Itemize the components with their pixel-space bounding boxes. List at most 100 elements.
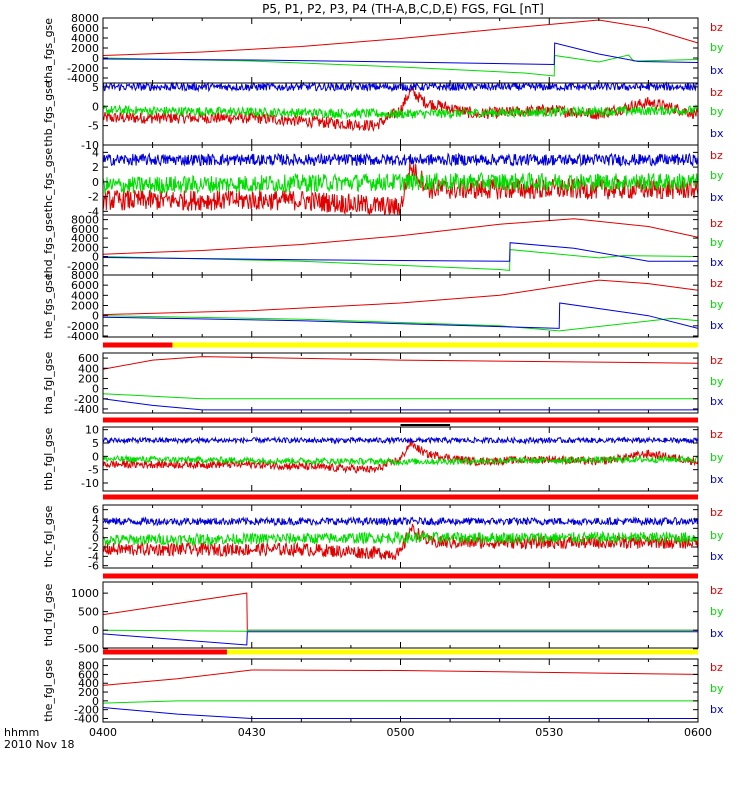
y-tick-label: 0 — [92, 100, 99, 113]
series-line-bx — [102, 42, 699, 66]
legend-bz: bz — [710, 661, 723, 674]
legend-bz: bz — [710, 217, 723, 230]
y-axis-label: thb_fgl_gse — [42, 427, 55, 490]
status-bar-red — [103, 494, 698, 500]
y-tick-label: 6000 — [71, 279, 99, 292]
x-axis-corner-label: hhmm — [4, 726, 39, 739]
y-tick-label: -2 — [88, 191, 99, 204]
panel-frame — [102, 658, 699, 723]
y-tick-label: 0 — [92, 52, 99, 65]
y-tick-label: 200 — [78, 686, 99, 699]
y-tick-label: 6000 — [71, 223, 99, 236]
y-tick-label: -200 — [74, 393, 99, 406]
y-tick-label: 4000 — [71, 289, 99, 302]
legend-by: by — [710, 41, 724, 54]
y-tick-label: 200 — [78, 372, 99, 385]
y-axis-label: the_fgl_gse — [42, 659, 55, 722]
status-bar-red — [103, 342, 173, 348]
y-tick-label: -4000 — [67, 330, 99, 343]
legend-bz: bz — [710, 86, 723, 99]
chart-title: P5, P1, P2, P3, P4 (TH-A,B,C,D,E) FGS, F… — [262, 2, 544, 16]
legend-bx: bx — [710, 395, 724, 408]
legend-bz: bz — [710, 354, 723, 367]
y-tick-label: 0 — [92, 695, 99, 708]
series-line-bz — [102, 279, 699, 316]
legend-bz: bz — [710, 149, 723, 162]
series-line-by — [102, 103, 699, 120]
y-tick-label: -2000 — [67, 62, 99, 75]
series-line-by — [102, 454, 699, 467]
y-tick-label: 600 — [78, 668, 99, 681]
series-line-by — [102, 393, 698, 400]
series-line-bz — [102, 356, 699, 370]
legend-bz: bz — [710, 584, 723, 597]
y-tick-label: -2 — [88, 541, 99, 554]
y-tick-label: 5 — [92, 81, 99, 94]
y-axis-label: tha_fgl_gse — [42, 352, 55, 415]
series-line-bz — [102, 439, 699, 474]
legend-bx: bx — [710, 127, 724, 140]
legend-bx: bx — [710, 473, 724, 486]
y-tick-label: 400 — [78, 677, 99, 690]
y-tick-label: 4 — [92, 146, 99, 159]
y-axis-label: thd_fgs_gse — [42, 212, 55, 278]
y-tick-label: 8000 — [71, 12, 99, 25]
y-tick-label: 8000 — [71, 214, 99, 227]
y-tick-label: 0 — [92, 310, 99, 323]
y-tick-label: -400 — [74, 712, 99, 725]
y-tick-label: -5 — [88, 464, 99, 477]
y-tick-label: 500 — [78, 606, 99, 619]
y-axis-label: thd_fgl_gse — [42, 583, 55, 646]
legend-by: by — [710, 682, 724, 695]
y-tick-label: 600 — [78, 352, 99, 365]
y-tick-label: 400 — [78, 362, 99, 375]
x-tick-label: 0430 — [238, 726, 266, 739]
series-line-bx — [102, 631, 698, 646]
y-tick-label: 0 — [92, 383, 99, 396]
status-bar-red — [103, 417, 698, 423]
series-line-by — [102, 171, 699, 195]
series-line-by — [102, 530, 699, 547]
y-tick-label: 2000 — [71, 241, 99, 254]
y-tick-label: -4 — [88, 205, 99, 218]
series-line-bz — [102, 523, 699, 561]
legend-by: by — [710, 298, 724, 311]
y-tick-label: 10 — [85, 424, 99, 437]
legend-bz: bz — [710, 428, 723, 441]
y-tick-label: -200 — [74, 704, 99, 717]
y-tick-label: -500 — [74, 643, 99, 656]
panel-frame — [102, 274, 699, 338]
y-tick-label: -6 — [88, 560, 99, 573]
panel-frame — [102, 581, 699, 649]
y-tick-label: 2000 — [71, 42, 99, 55]
legend-bz: bz — [710, 506, 723, 519]
y-tick-label: -400 — [74, 403, 99, 416]
series-line-bx — [102, 398, 698, 411]
y-tick-label: 2 — [92, 522, 99, 535]
legend-bz: bz — [710, 21, 723, 34]
series-line-bx — [102, 435, 699, 445]
series-line-by — [102, 629, 698, 632]
legend-by: by — [710, 236, 724, 249]
status-bar-black — [400, 424, 451, 426]
x-tick-label: 0530 — [535, 726, 563, 739]
y-axis-label: thc_fgs_gse — [42, 148, 55, 213]
y-tick-label: 4000 — [71, 232, 99, 245]
legend-by: by — [710, 105, 724, 118]
series-line-bx — [102, 707, 698, 719]
legend-bx: bx — [710, 256, 724, 269]
series-line-by — [102, 315, 699, 332]
status-bar-red — [103, 649, 227, 655]
legend-bx: bx — [710, 191, 724, 204]
panel-thb_fgs_gse: 5 0 -5 -10 thb_fgs_gse bz by bx — [42, 81, 724, 152]
y-tick-label: -4000 — [67, 72, 99, 85]
series-line-by — [102, 54, 699, 77]
legend-by: by — [710, 375, 724, 388]
y-tick-label: -4 — [88, 550, 99, 563]
status-bar-red — [103, 573, 698, 579]
